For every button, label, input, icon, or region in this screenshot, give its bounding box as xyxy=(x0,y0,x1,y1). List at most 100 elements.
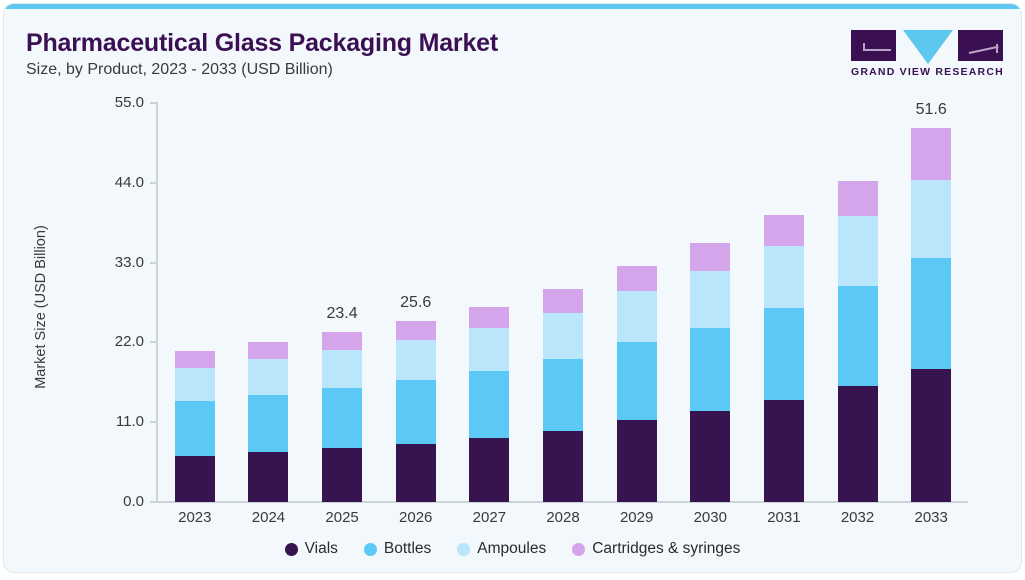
bar-segment-ampoules[interactable] xyxy=(469,327,510,371)
bar-segment-ampoules[interactable] xyxy=(616,290,657,343)
bar-total-label: 23.4 xyxy=(326,305,358,323)
bar-segment-cartridges-syringes[interactable] xyxy=(616,265,657,291)
bar-segment-cartridges-syringes[interactable] xyxy=(690,243,731,272)
bar-segment-ampoules[interactable] xyxy=(837,216,878,286)
bar-series-container xyxy=(158,103,968,502)
logo-v-triangle-icon xyxy=(903,30,953,64)
x-axis-tick-label: 2026 xyxy=(399,509,433,526)
bar-segment-bottles[interactable] xyxy=(616,342,657,421)
bar-segment-bottles[interactable] xyxy=(543,359,583,431)
y-axis-tick-label: 33.0 xyxy=(114,253,144,271)
bar-segment-ampoules[interactable] xyxy=(248,359,289,395)
bar-group[interactable] xyxy=(690,103,731,502)
bar-group[interactable] xyxy=(616,103,657,502)
bar-total-label: 51.6 xyxy=(915,100,947,118)
legend-item[interactable]: Ampoules xyxy=(457,540,546,558)
x-axis-tick-label: 2027 xyxy=(472,509,507,526)
bar-segment-vials[interactable] xyxy=(469,438,510,502)
legend-item-label: Cartridges & syringes xyxy=(592,540,741,557)
x-axis-tick-label: 2032 xyxy=(840,509,875,526)
bar-segment-bottles[interactable] xyxy=(322,388,363,449)
y-axis-tick-mark xyxy=(150,102,158,104)
bar-segment-vials[interactable] xyxy=(763,399,804,502)
bar-group[interactable] xyxy=(763,103,804,502)
chart-legend: Vials Bottles Ampoules Cartridges & syringe… xyxy=(4,540,1021,558)
chart-plot-area: Market Size (USD Billion) 0.0 11.0 22.0 33.… xyxy=(4,4,1021,572)
bar-group[interactable] xyxy=(543,103,583,502)
legend-item[interactable]: Bottles xyxy=(363,540,431,558)
x-axis-tick-label: 2033 xyxy=(914,509,948,526)
bar-group[interactable] xyxy=(248,103,289,502)
bar-segment-vials[interactable] xyxy=(322,448,363,502)
bar-segment-vials[interactable] xyxy=(911,368,952,502)
bar-segment-ampoules[interactable] xyxy=(322,350,363,389)
logo-marks xyxy=(851,30,1003,64)
bar-segment-bottles[interactable] xyxy=(763,308,804,400)
bar-segment-ampoules[interactable] xyxy=(174,367,215,402)
bar-segment-vials[interactable] xyxy=(616,420,657,502)
bar-segment-vials[interactable] xyxy=(248,451,289,502)
y-axis-tick-label: 0.0 xyxy=(123,493,144,510)
bar-group[interactable] xyxy=(174,103,215,502)
bar-segment-vials[interactable] xyxy=(395,443,436,502)
x-axis-tick-label: 2024 xyxy=(251,509,286,526)
bar-segment-bottles[interactable] xyxy=(690,327,731,412)
legend-item[interactable]: Vials xyxy=(284,540,338,558)
logo-g-tick xyxy=(863,43,865,50)
bar-segment-bottles[interactable] xyxy=(395,380,436,444)
logo-g-bar xyxy=(863,49,891,51)
y-axis-tick-mark xyxy=(150,261,158,264)
legend-item[interactable]: Cartridges & syringes xyxy=(572,540,740,558)
y-axis-tick-label: 44.0 xyxy=(114,173,144,191)
y-axis-tick-mark xyxy=(150,501,158,503)
bar-segment-ampoules[interactable] xyxy=(911,179,952,259)
bar-segment-cartridges-syringes[interactable] xyxy=(174,351,215,368)
x-axis-tick-label: 2028 xyxy=(546,509,580,526)
bar-group[interactable] xyxy=(322,103,363,502)
bar-segment-cartridges-syringes[interactable] xyxy=(837,180,878,217)
bar-segment-cartridges-syringes[interactable] xyxy=(469,306,510,328)
bar-segment-vials[interactable] xyxy=(543,430,583,502)
chart-header: Pharmaceutical Glass Packaging Market Si… xyxy=(4,9,1021,87)
y-axis-tick-label: 11.0 xyxy=(115,413,144,431)
y-axis-tick-label: 22.0 xyxy=(114,333,144,351)
legend-swatch-icon xyxy=(572,542,586,556)
y-axis-line xyxy=(156,103,158,502)
grand-view-research-logo: GRAND VIEW RESEARCH xyxy=(851,30,1003,80)
x-axis-tick-label: 2030 xyxy=(693,509,727,526)
x-axis-line xyxy=(156,501,968,503)
bar-group[interactable] xyxy=(911,103,952,502)
bar-segment-bottles[interactable] xyxy=(248,394,289,452)
bar-segment-bottles[interactable] xyxy=(911,258,952,369)
bar-group[interactable] xyxy=(837,103,878,502)
bar-segment-ampoules[interactable] xyxy=(763,245,804,309)
bar-segment-bottles[interactable] xyxy=(469,370,510,439)
x-axis-tick-label: 2025 xyxy=(325,509,359,526)
bar-segment-ampoules[interactable] xyxy=(543,312,583,360)
logo-r-tick xyxy=(996,44,998,53)
logo-wordmark: GRAND VIEW RESEARCH xyxy=(851,66,1004,78)
bar-segment-bottles[interactable] xyxy=(174,401,215,456)
bar-segment-cartridges-syringes[interactable] xyxy=(911,127,952,180)
bar-segment-vials[interactable] xyxy=(174,455,215,502)
bar-segment-bottles[interactable] xyxy=(837,285,878,386)
bar-segment-vials[interactable] xyxy=(690,411,731,502)
bar-segment-cartridges-syringes[interactable] xyxy=(543,289,583,313)
legend-swatch-icon xyxy=(457,542,471,556)
bar-total-label: 25.6 xyxy=(400,293,432,311)
bar-group[interactable] xyxy=(469,103,510,502)
x-axis-tick-label: 2023 xyxy=(178,509,212,526)
bar-segment-ampoules[interactable] xyxy=(395,340,436,381)
bar-segment-ampoules[interactable] xyxy=(690,271,731,328)
bar-segment-cartridges-syringes[interactable] xyxy=(763,214,804,246)
top-accent-bar xyxy=(4,4,1021,9)
x-axis-tick-label: 2029 xyxy=(619,509,654,526)
bar-segment-cartridges-syringes[interactable] xyxy=(395,320,436,341)
legend-item-label: Ampoules xyxy=(477,540,547,557)
y-axis-tick-mark xyxy=(150,341,158,344)
bar-segment-vials[interactable] xyxy=(837,385,878,502)
y-axis-tick-labels: 0.0 11.0 22.0 33.0 44.0 55.0 xyxy=(82,4,144,572)
bar-segment-cartridges-syringes[interactable] xyxy=(322,332,363,351)
bar-group[interactable] xyxy=(395,103,436,502)
bar-segment-cartridges-syringes[interactable] xyxy=(248,341,289,360)
